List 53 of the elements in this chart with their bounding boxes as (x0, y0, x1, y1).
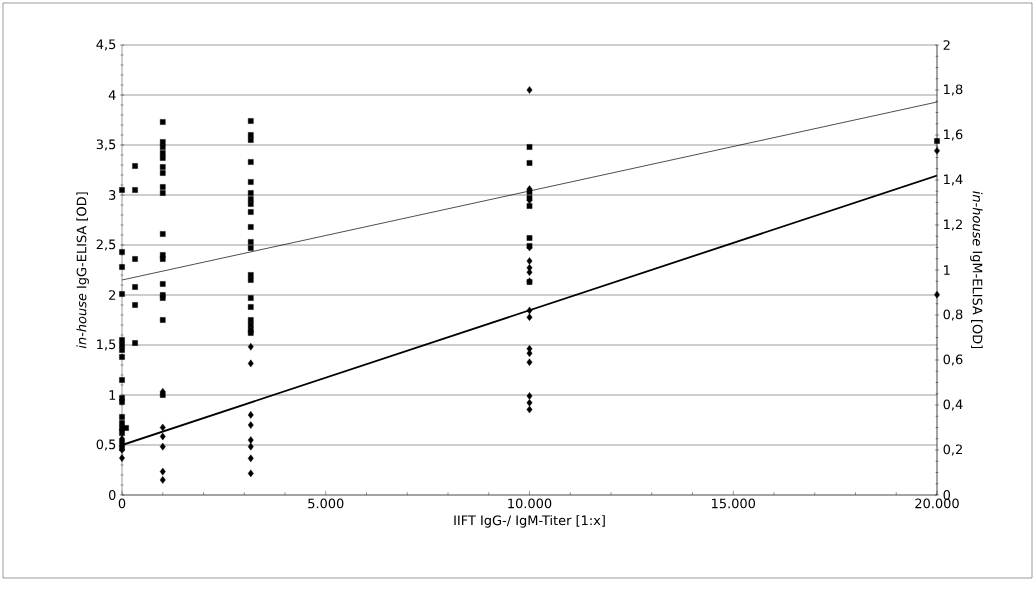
point (159, 423, 166, 432)
y-tick-label: 4 (108, 90, 116, 100)
point (247, 454, 254, 463)
y2-tick-label: 0,8 (943, 309, 963, 321)
point (119, 454, 125, 462)
y2-tick-label: 0 (943, 490, 951, 500)
x-tick-label: 0 (118, 498, 126, 509)
point (526, 313, 533, 322)
point (247, 342, 254, 351)
y2-tick-label: 0,2 (943, 444, 962, 456)
y2-tick-label: 1 (944, 265, 950, 275)
y-tick-label: 3 (109, 190, 116, 200)
y2-tick-label: 0,4 (943, 399, 963, 411)
point (526, 86, 533, 94)
y2-tick-label: 0,6 (943, 354, 963, 366)
point (159, 442, 166, 451)
y-tick-label: 1 (109, 390, 116, 400)
y2-axis-title: in-house IgM-ELISA [OD] (970, 191, 983, 349)
point (526, 398, 533, 407)
point (247, 442, 254, 451)
y-axis-title: in-house IgG-ELISA [OD] (76, 192, 89, 349)
y-tick-label: 2,5 (96, 239, 116, 251)
point (159, 476, 166, 484)
point (526, 358, 533, 367)
point (247, 436, 254, 444)
y-tick-label: 0,5 (96, 439, 116, 451)
x-tick-label: 5.000 (308, 498, 344, 509)
x-axis-title: IIFT IgG-/ IgM-Titer [1:x] (454, 515, 605, 528)
point (526, 306, 533, 315)
point (247, 469, 254, 478)
y2-tick-label: 2 (943, 40, 950, 50)
x-tick-label: 10.000 (508, 498, 552, 509)
point (247, 421, 254, 429)
y-tick-label: 3,5 (96, 139, 116, 151)
y-tick-label: 4,5 (96, 39, 116, 51)
point (526, 257, 533, 265)
point (526, 392, 533, 400)
y2-tick-label: 1,2 (944, 219, 962, 231)
y-tick-label: 2 (109, 290, 116, 300)
point (526, 349, 533, 358)
y2-tick-label: 1,6 (944, 129, 963, 141)
point (159, 432, 166, 441)
point (247, 359, 254, 368)
y-tick-label: 1,5 (97, 339, 116, 351)
point (247, 411, 254, 419)
y2-tick-label: 1,4 (944, 174, 963, 186)
x-tick-label: 20.000 (915, 498, 959, 509)
y-tick-label: 0 (108, 490, 116, 500)
y2-tick-label: 1,8 (944, 84, 963, 96)
x-tick-label: 15.000 (712, 498, 756, 509)
point (526, 268, 533, 277)
point (526, 405, 533, 414)
point (159, 467, 166, 476)
